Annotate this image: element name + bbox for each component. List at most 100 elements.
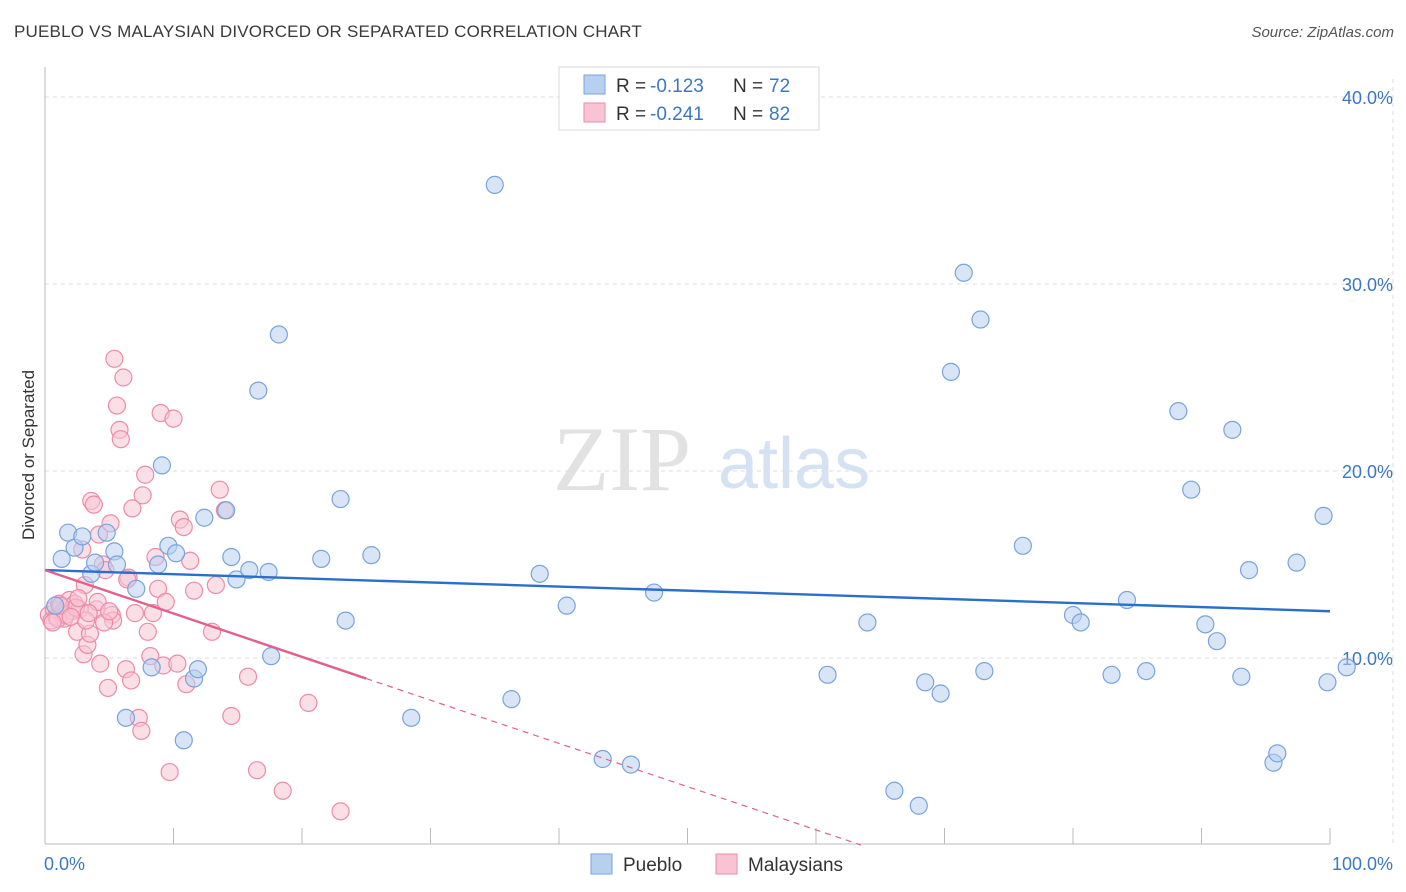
pueblo-point [502, 690, 521, 709]
malaysians-point [181, 551, 200, 570]
pueblo-point [312, 549, 331, 568]
malaysians-point [138, 622, 157, 641]
malaysians-point [331, 802, 350, 821]
pueblo-point [46, 596, 65, 615]
legend-pueblo-swatch [590, 853, 613, 875]
malaysians-n-value: 82 [769, 104, 790, 125]
pueblo-swatch [583, 74, 606, 95]
malaysians-point [79, 604, 98, 623]
series-legend: Pueblo Malaysians [590, 853, 843, 876]
pueblo-point [188, 660, 208, 679]
malaysians-point [121, 671, 141, 690]
pueblo-point [107, 555, 127, 574]
malaysians-point [69, 589, 88, 608]
malaysians-point [299, 693, 318, 712]
legend-malaysians-swatch [715, 853, 738, 875]
pueblo-point [262, 647, 281, 666]
pueblo-point [1232, 667, 1251, 686]
malaysians-point [160, 762, 179, 782]
pueblo-point [644, 583, 664, 602]
pueblo-point [222, 547, 241, 567]
malaysians-point [114, 368, 133, 387]
pueblo-point [97, 523, 116, 542]
malaysians-point [136, 465, 155, 484]
malaysians-point [125, 604, 145, 623]
pueblo-point [269, 325, 288, 344]
malaysians-point [168, 654, 187, 673]
pueblo-r-value: -0.123 [650, 76, 704, 97]
pueblo-point [86, 553, 105, 572]
malaysians-point [61, 607, 80, 626]
pueblo-point [485, 175, 504, 194]
pueblo-point [362, 546, 381, 565]
pueblo-point [1223, 420, 1242, 439]
pueblo-point [1102, 665, 1121, 684]
malaysians-point [100, 602, 119, 621]
pueblo-point [1287, 553, 1306, 572]
malaysians-point [98, 678, 118, 698]
pueblo-point [1314, 506, 1333, 525]
pueblo-point [1013, 536, 1032, 555]
pueblo-point [1071, 613, 1090, 632]
pueblo-point [402, 708, 421, 727]
pueblo-point [249, 381, 268, 400]
pueblo-point [1337, 658, 1356, 677]
malaysians-point [273, 781, 292, 800]
pueblo-point [240, 561, 259, 580]
pueblo-point [331, 489, 350, 509]
pueblo-point [1182, 480, 1201, 499]
malaysians-point [222, 706, 241, 726]
pueblo-point [73, 527, 92, 546]
pueblo-point [148, 555, 168, 574]
pueblo-trend-line [44, 568, 1331, 613]
pueblo-point [593, 749, 612, 769]
trend-lines [44, 568, 1331, 846]
malaysians-point [133, 486, 152, 505]
pueblo-point [975, 661, 994, 681]
y-tick-label: 30.0% [1342, 275, 1393, 295]
pueblo-point [971, 310, 990, 329]
malaysians-point [206, 575, 226, 595]
pueblo-n-label: N = [733, 76, 763, 97]
malaysians-point [210, 480, 229, 499]
pueblo-point [1196, 615, 1215, 634]
malaysians-n-label: N = [733, 104, 763, 125]
malaysians-trend-line [44, 568, 367, 680]
malaysians-point [238, 667, 258, 686]
pueblo-point [909, 796, 928, 815]
pueblo-point [1239, 561, 1259, 580]
pueblo-point [954, 263, 973, 282]
source-label: Source: ZipAtlas.com [1251, 24, 1394, 41]
watermark-zip: ZIP [553, 408, 691, 510]
pueblo-point [916, 673, 935, 692]
pueblo-point [1207, 632, 1227, 651]
malaysians-point [43, 613, 62, 632]
malaysians-point [164, 409, 183, 428]
malaysians-point [247, 761, 267, 780]
pueblo-point [621, 755, 641, 774]
malaysians-trend-extension [366, 678, 862, 846]
pueblo-point [174, 731, 193, 750]
x-tick-label: 100.0% [1332, 854, 1393, 874]
pueblo-point [1137, 661, 1156, 681]
pueblo-point [152, 456, 172, 475]
malaysians-point [84, 495, 103, 514]
malaysians-point [91, 654, 110, 673]
malaysians-point [132, 721, 151, 741]
pueblo-point [557, 596, 576, 615]
malaysians-point [111, 430, 130, 449]
pueblo-point [1318, 673, 1337, 692]
pueblo-point [818, 665, 837, 684]
malaysians-point [184, 581, 204, 600]
malaysians-r-value: -0.241 [650, 104, 704, 125]
pueblo-point [885, 781, 904, 800]
axes [44, 67, 1331, 845]
malaysians-point [123, 499, 142, 518]
pueblo-point [52, 549, 71, 568]
pueblo-point [941, 362, 961, 381]
malaysians-point [107, 396, 127, 415]
pueblo-point [336, 611, 355, 630]
pueblo-point [195, 508, 214, 527]
pueblo-n-value: 72 [769, 76, 790, 97]
